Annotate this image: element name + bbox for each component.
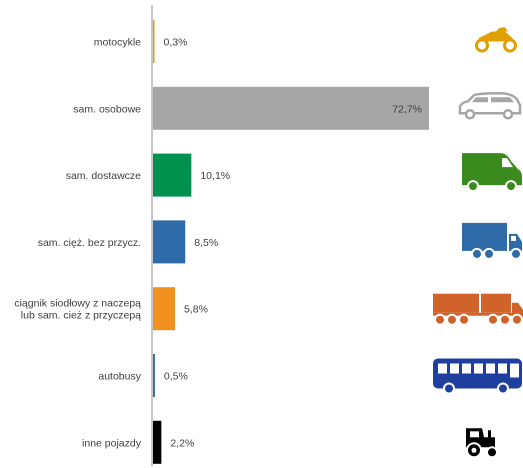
category-label: motocykle [94,37,141,49]
value-label: 2,2% [170,437,194,449]
category-label: autobusy [98,371,141,383]
bar-3 [153,153,192,197]
van-icon [462,153,522,193]
car-icon [458,92,522,120]
bar-4 [153,220,186,264]
bar-5 [153,287,176,331]
value-label: 72,7% [392,103,422,115]
value-label: 8,5% [194,237,218,249]
value-label: 10,1% [200,170,230,182]
category-label: sam. dostawcze [66,170,141,182]
category-label: sam. cięż. bez przycz. [38,237,141,249]
value-label: 0,3% [164,37,188,49]
bar-1 [153,20,155,63]
category-label: ciągnik siodłowy z naczepą [14,298,141,310]
bar-2 [153,86,429,130]
category-label: inne pojazdy [82,437,142,449]
semi-truck-icon [433,293,523,326]
value-label: 5,8% [184,304,208,316]
bar-6 [153,354,155,397]
category-label: lub sam. cież z przyczepą [21,310,141,322]
tractor-icon [466,428,498,459]
bus-icon [433,358,522,395]
bar-7 [153,420,162,464]
category-label: sam. osobowe [73,103,141,115]
value-label: 0,5% [164,371,188,383]
truck-icon [462,222,522,260]
motorcycle-icon [475,27,517,53]
